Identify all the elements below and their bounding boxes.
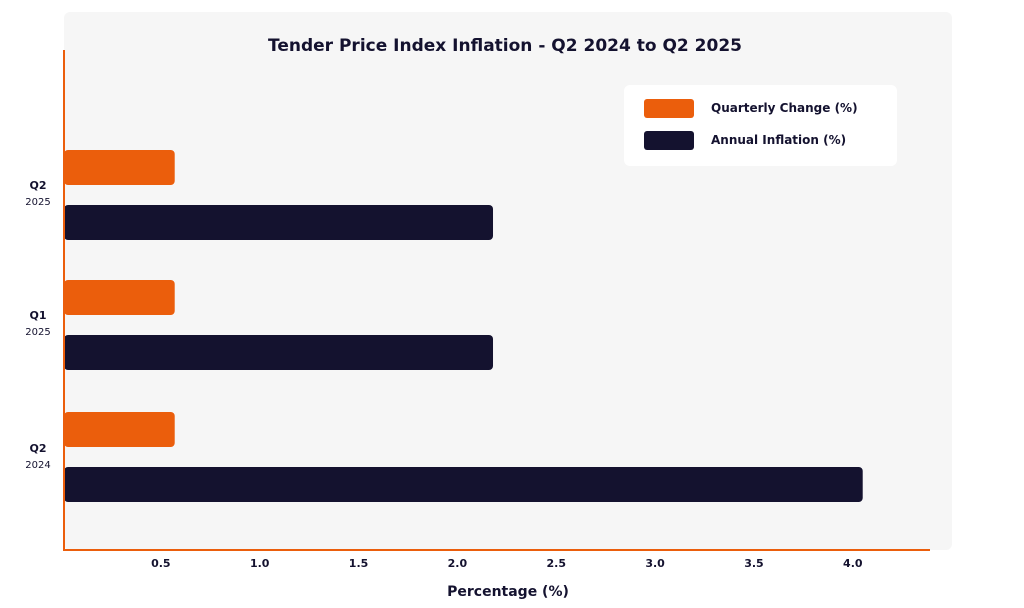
y-category-year-label: 2024 (25, 460, 50, 471)
legend: Quarterly Change (%) Annual Inflation (%) (624, 85, 897, 166)
bar-quarterly-change-q2-2025 (64, 150, 175, 185)
legend-swatch (644, 131, 694, 150)
legend-label: Annual Inflation (%) (711, 133, 846, 147)
y-category-quarter-label: Q2 (29, 179, 46, 192)
chart-title: Tender Price Index Inflation - Q2 2024 t… (268, 36, 742, 56)
y-category-year-label: 2025 (25, 197, 50, 208)
y-category-quarter-label: Q2 (29, 442, 46, 455)
x-tick-label: 1.5 (349, 557, 369, 570)
bar-annual-inflation-q2-2025 (64, 205, 494, 240)
bar-annual-inflation-q1-2025 (64, 335, 494, 370)
x-tick-label: 0.5 (151, 557, 171, 570)
bar-quarterly-change-q2-2024 (64, 412, 175, 447)
legend-label: Quarterly Change (%) (711, 101, 858, 115)
x-axis-title: Percentage (%) (447, 584, 569, 600)
legend-swatch (644, 99, 694, 118)
x-tick-label: 3.5 (744, 557, 764, 570)
bar-annual-inflation-q2-2024 (64, 467, 863, 502)
x-tick-label: 1.0 (250, 557, 270, 570)
bar-quarterly-change-q1-2025 (64, 280, 175, 315)
x-tick-label: 3.0 (645, 557, 665, 570)
legend-box (624, 85, 897, 166)
y-category-year-label: 2025 (25, 327, 50, 338)
x-tick-label: 4.0 (843, 557, 863, 570)
x-tick-label: 2.5 (547, 557, 567, 570)
x-tick-label: 2.0 (448, 557, 468, 570)
y-category-quarter-label: Q1 (29, 309, 46, 322)
